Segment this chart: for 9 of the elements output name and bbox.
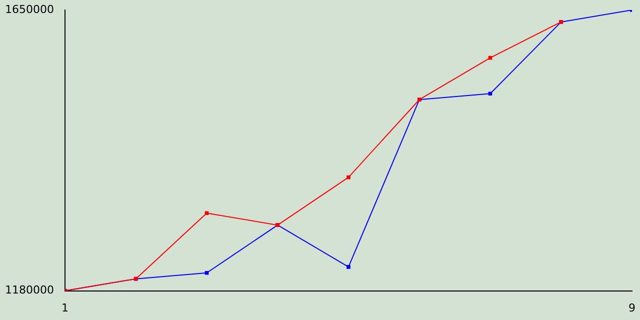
x-tick-label: 9 (628, 301, 636, 314)
point (346, 264, 350, 269)
x-tick-label: 1 (61, 301, 68, 314)
y-tick-label: 1180000 (4, 284, 54, 297)
point (488, 92, 492, 96)
point (204, 270, 209, 275)
point (204, 211, 209, 216)
y-tick-label: 1650000 (4, 2, 54, 16)
point (346, 175, 350, 180)
